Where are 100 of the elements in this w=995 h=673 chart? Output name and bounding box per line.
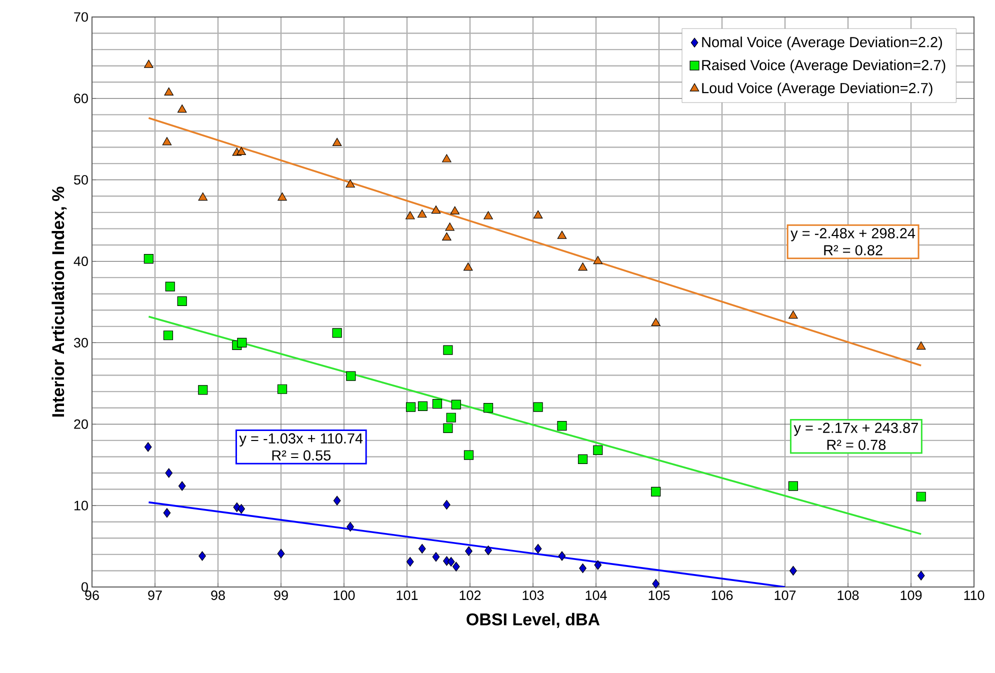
point [432,552,440,562]
y-tick-label: 70 [74,12,88,22]
x-tick-label: 107 [774,590,796,600]
point [446,412,456,422]
annotation: R² = 0.55 [272,450,331,461]
annotation: y = -2.17x + 243.87 [794,422,918,436]
point [578,454,588,464]
x-tick-label: 98 [211,590,225,600]
point [346,179,355,188]
point [445,222,454,231]
point [593,256,603,264]
x-tick-label: 97 [148,590,162,600]
x-tick-label: 104 [586,590,607,600]
x-tick-label: 106 [712,590,733,600]
point [557,230,567,239]
y-tick-label: 50 [74,175,88,185]
y-tick-label: 10 [74,500,88,510]
y-tick-label: 60 [74,94,88,104]
point [163,508,171,518]
point [165,282,175,292]
point [177,296,187,306]
point [277,384,288,394]
point [447,556,455,567]
point [533,210,543,218]
point [277,548,285,558]
point [788,481,798,491]
point [593,445,603,455]
point [278,192,287,201]
point [432,398,442,409]
point [790,566,797,576]
point [594,560,602,570]
x-tick-label: 105 [648,590,670,600]
point [452,562,460,572]
point [443,423,453,434]
annotation: y = -2.48x + 298.24 [790,228,916,242]
point [198,385,208,395]
point [163,330,174,340]
x-tick-label: 103 [522,590,544,600]
point [346,371,356,381]
y-tick-label: 20 [74,419,88,429]
point [164,87,174,96]
point [465,546,472,556]
point [484,546,492,556]
point [418,544,426,554]
legend-label: Raised Voice (Average Deviation=2.7) [702,60,946,74]
point [346,522,354,532]
point [332,328,342,338]
point [557,420,567,431]
point [417,210,427,218]
point [238,504,245,514]
point [144,60,154,68]
legend-label: Nomal Voice (Average Deviation=2.2) [702,36,942,50]
y-tick-label: 30 [74,338,88,348]
point [450,206,460,214]
annotation: R² = 0.78 [827,440,886,450]
point [558,551,566,561]
point [333,496,341,506]
point [237,338,247,348]
y-axis-title: Interior Articulation Index, % [52,186,67,417]
point [578,262,588,271]
point [198,551,206,561]
x-tick-label: 96 [85,590,99,600]
point [177,104,187,113]
x-tick-label: 110 [964,590,984,600]
point [443,345,453,355]
point [464,450,474,460]
point [178,481,186,491]
annotation: y = -1.03x + 110.74 [239,433,363,446]
point [406,211,415,220]
point [442,232,452,240]
point [144,442,152,452]
point [916,492,926,502]
point [442,154,452,162]
point [579,563,586,574]
point [651,486,661,497]
point [332,138,342,146]
point [162,137,172,146]
point [652,578,660,589]
x-tick-label: 101 [396,590,418,600]
point [431,205,441,214]
point [165,468,173,478]
point [236,146,246,155]
point [483,403,494,413]
legend-label: Loud Voice (Average Deviation=2.7) [702,82,932,96]
point [917,570,925,580]
y-tick-label: 40 [74,256,88,266]
point [406,402,416,412]
point [534,544,542,554]
y-tick-label: 0 [82,582,88,592]
x-tick-label: 99 [274,590,288,600]
point [406,556,414,567]
point [463,262,473,271]
point [144,254,154,264]
point [198,192,208,201]
x-tick-label: 109 [900,590,922,600]
point [788,310,798,319]
annotation: R² = 0.82 [824,245,882,256]
point [484,211,493,220]
x-tick-label: 100 [334,590,355,600]
x-axis-title: OBSI Level, dBA [466,612,600,628]
